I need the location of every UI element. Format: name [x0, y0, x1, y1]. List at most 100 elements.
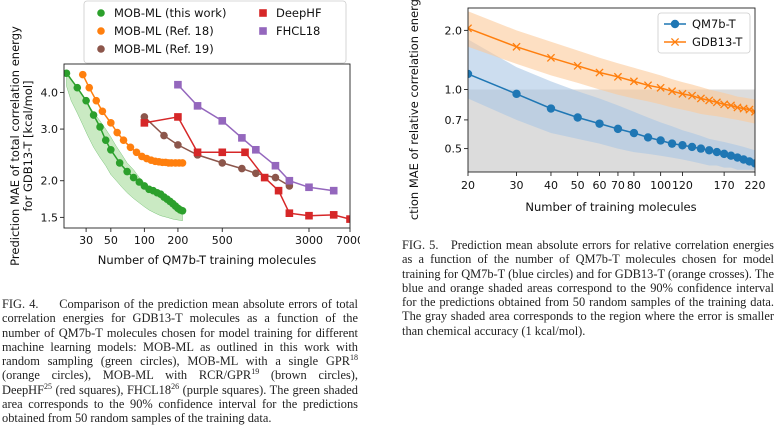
figure-4-point-mob_18	[92, 96, 101, 105]
figure-4-point-deephf	[274, 186, 283, 195]
figure-4-point-deephf	[260, 173, 269, 182]
figure-4-x-tick-label: 50	[104, 234, 118, 247]
figure-4-point-deephf	[140, 119, 149, 127]
figure-4-point-mob_18	[98, 107, 107, 116]
figure-5-x-tick-label: 100	[650, 179, 671, 192]
figure-5-caption: FIG. 5. Prediction mean absolute errors …	[402, 238, 774, 338]
figure-4-point-deephf	[346, 215, 350, 223]
figure-4-point-deephf	[193, 148, 202, 157]
figure-4-point-mob_19	[218, 159, 227, 167]
figure-5-point-0	[573, 113, 582, 122]
figure-5-point-0	[468, 69, 473, 79]
figure-4-point-mob_this	[64, 69, 71, 78]
figure-4-point-deephf	[174, 113, 182, 121]
figure-5-x-tick-label: 120	[672, 179, 693, 192]
figure-4-point-deephf	[329, 211, 338, 219]
figure-4-series-deephf	[140, 113, 350, 223]
figure-4-point-mob_18	[132, 148, 141, 157]
figure-5-legend: QM7b-T GDB13-T	[657, 12, 751, 54]
figure-4-ref-2: 19	[251, 367, 260, 377]
figure-4-x-tick-label: 100	[134, 234, 155, 247]
figure-4-point-mob_19	[140, 113, 149, 121]
figure-5-series-1	[468, 24, 755, 116]
figure-4-series-mob_19	[140, 113, 294, 190]
figure-5-plot-frame	[467, 7, 756, 173]
figure-5-x-ticks: 20 30 40 50 60 70 80 100 120 170 220	[461, 172, 766, 192]
figure-5-legend-label-0: QM7b-T	[692, 17, 737, 31]
figure-5-point-1	[678, 89, 687, 98]
figure-4-point-fhcl	[238, 134, 246, 142]
figure-5-caption-label: FIG. 5.	[402, 238, 439, 252]
figure-4-legend-entry-deephf: DeepHF	[259, 6, 322, 20]
figure-5-point-1	[745, 105, 754, 114]
figure-5-point-0	[512, 89, 521, 99]
figure-4-point-mob_this	[115, 159, 124, 167]
figure-5-point-1	[750, 107, 755, 116]
figure-4-legend-marker-mob_19	[97, 45, 105, 53]
figure-4-point-fhcl	[285, 176, 294, 185]
figure-4-ref-4: 26	[171, 381, 180, 391]
figure-4-ref-1: 18	[350, 353, 358, 363]
figure-4-caption: FIG. 4. Comparison of the prediction mea…	[2, 297, 358, 426]
figure-4-caption-text: Comparison of the prediction mean absolu…	[2, 297, 358, 369]
figure-4-caption-text-3: (brown circles), DeepHF	[2, 368, 358, 397]
figure-5-point-0	[595, 119, 604, 128]
figure-5-x-tick-label: 20	[461, 179, 475, 192]
figure-5-point-1	[613, 72, 623, 81]
figure-5-point-1	[720, 100, 729, 109]
figure-4-series-fhcl	[174, 80, 338, 195]
figure-4-y-tick-label: 2.0	[41, 175, 59, 188]
figure-5-point-0	[667, 139, 677, 148]
figure-5-y-ticks: 0.5 0.7 1.0 2.0	[445, 24, 468, 156]
figure-4-legend-label-mob_this: MOB-ML (this work)	[114, 6, 226, 20]
figure-4-point-fhcl	[252, 145, 260, 154]
figure-5-x-axis-label: Number of training molecules	[525, 200, 696, 214]
figure-4-y-ticks: 1.5 2.0 3.0 4.0	[41, 86, 64, 224]
figure-4-series-layer	[64, 69, 350, 223]
figure-4-caption-text-2: (orange circles), MOB-ML with RCR/GPR	[2, 368, 252, 383]
figure-4-legend-entry-fhcl: FHCL18	[259, 24, 320, 38]
figure-4-legend: MOB-ML (this work) DeepHF MOB-ML (Ref. 18)…	[83, 0, 347, 64]
figure-5-point-1	[705, 96, 714, 105]
figure-5-x-tick-label: 30	[510, 179, 524, 192]
figure-4-point-mob_18	[78, 70, 87, 79]
figure-4-point-mob_this	[123, 167, 131, 176]
figure-4-x-axis-label: Number of QM7b-T training molecules	[98, 253, 317, 267]
figure-4-point-mob_19	[252, 169, 260, 178]
figure-4-point-mob_18	[85, 83, 94, 92]
figure-4-x-tick-label: 200	[167, 234, 188, 247]
figure-5-point-1	[696, 94, 705, 103]
figure-5-point-1	[573, 61, 582, 70]
figure-5-x-tick-label: 80	[627, 179, 641, 192]
figure-5-legend-entry-1: GDB13-T	[664, 35, 743, 49]
figure-5-y-tick-label: 2.0	[445, 24, 463, 37]
figure-5-x-tick-label: 60	[592, 179, 606, 192]
figure-4-x-tick-label: 30	[79, 234, 93, 247]
figure-5-point-0	[613, 124, 623, 134]
figure-4-point-mob_this	[96, 123, 104, 131]
figure-4-point-mob_18	[107, 119, 115, 127]
figure-5-point-1	[512, 42, 521, 51]
figure-5-y-tick-label: 0.5	[445, 143, 463, 156]
figure-5-point-0	[726, 151, 736, 160]
figure-4-point-fhcl	[218, 117, 227, 125]
figure-4-series-mob_this	[64, 69, 187, 215]
figure-4-point-mob_18	[126, 143, 135, 152]
figure-5-chart: 20 30 40 50 60 70 80 100 120 170 220 0.50.71.02.0 …	[407, 0, 766, 220]
figure-5-y-tick-label: 1.0	[445, 83, 463, 96]
figure-5-point-1	[629, 77, 638, 86]
figure-4-point-mob_19	[271, 173, 280, 182]
figure-4-point-fhcl	[305, 183, 313, 192]
figure-5-point-0	[546, 104, 556, 113]
figure-5-legend-marker-1	[670, 37, 680, 47]
figure-5-legend-entry-0: QM7b-T	[664, 17, 737, 31]
figure-4-point-mob_19	[160, 131, 168, 140]
figure-5-x-tick-label: 50	[571, 179, 585, 192]
figure-4-point-deephf	[305, 211, 313, 220]
figure-4-point-deephf	[241, 148, 249, 157]
figure-4-point-mob_19	[238, 164, 246, 173]
figure-4-legend-entry-mob_19: MOB-ML (Ref. 19)	[97, 42, 214, 56]
figure-5-point-0	[696, 144, 706, 153]
figure-4-point-fhcl	[193, 102, 202, 110]
figure-4-legend-marker-mob_18	[97, 27, 105, 35]
